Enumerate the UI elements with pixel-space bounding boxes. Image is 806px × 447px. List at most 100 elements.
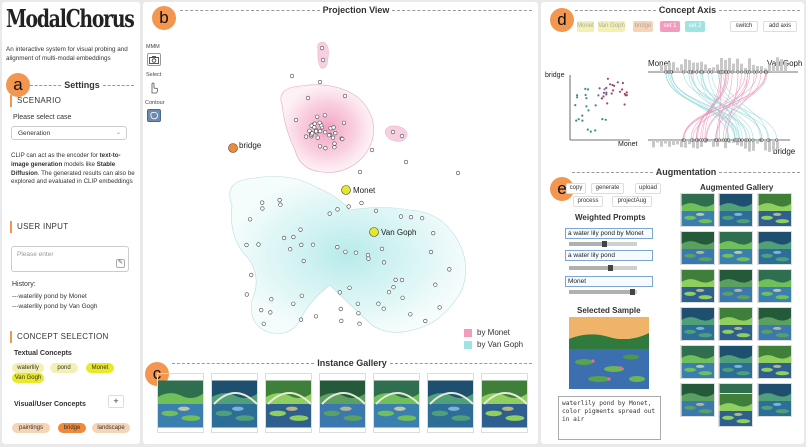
prompt-weight-slider[interactable] [569, 265, 637, 271]
prompt-weight-slider[interactable] [569, 241, 637, 247]
data-point [269, 297, 274, 302]
upload-button[interactable]: upload [635, 183, 661, 194]
augmented-thumbnail[interactable] [718, 307, 753, 341]
concept-chip-bridge[interactable]: bridge [58, 423, 86, 433]
data-point [310, 242, 316, 247]
concept-chip-vangogh[interactable]: Van Gogh [12, 373, 44, 383]
concept-chip-waterlily[interactable]: waterlily [12, 363, 44, 373]
gallery-thumbnail[interactable] [265, 373, 312, 433]
prompt-field[interactable]: a water lily pond by Monet [565, 228, 653, 239]
axis-chip-set1[interactable]: set 1 [660, 21, 680, 32]
contour-icon[interactable] [147, 109, 161, 122]
legend-swatch-vangogh [464, 340, 472, 349]
caption-output[interactable]: waterlily pond by Monet, color pigments … [558, 396, 661, 440]
augmented-thumbnail[interactable] [757, 269, 792, 303]
data-point [317, 79, 323, 85]
augmented-thumbnail[interactable] [718, 393, 753, 427]
augmented-thumbnail[interactable] [680, 345, 715, 379]
gallery-thumbnail[interactable] [319, 373, 366, 433]
monet-marker[interactable] [341, 185, 351, 195]
gallery-thumbnail[interactable] [427, 373, 474, 433]
switch-button[interactable]: switch [730, 21, 758, 32]
data-point [327, 133, 332, 138]
data-point [403, 159, 409, 165]
edit-icon[interactable]: ✎ [116, 259, 125, 268]
vangogh-label: Van Goph [381, 228, 416, 237]
selected-sample-image[interactable] [569, 317, 649, 389]
data-point [428, 249, 434, 255]
augmented-thumbnail[interactable] [757, 231, 792, 265]
data-point [376, 301, 381, 306]
axis-chip-monet[interactable]: Monet [577, 21, 594, 32]
slider-knob[interactable] [630, 289, 635, 295]
data-point [408, 312, 413, 317]
data-point [341, 120, 347, 125]
data-point [333, 131, 338, 136]
gallery-thumbnail[interactable] [157, 373, 204, 433]
augmented-thumbnail[interactable] [757, 345, 792, 379]
data-point [249, 272, 254, 278]
data-point [343, 249, 348, 254]
history-item[interactable]: ---waterlily pond by Van Gogh [12, 303, 98, 310]
augmented-thumbnail[interactable] [757, 307, 792, 341]
augmented-thumbnail[interactable] [757, 383, 792, 417]
data-point [335, 207, 340, 212]
data-point [244, 292, 249, 297]
concept-chip-monet[interactable]: Monet [86, 363, 114, 373]
data-point [298, 227, 303, 232]
concept-chip-landscape[interactable]: landscape [92, 423, 130, 433]
augmented-thumbnail[interactable] [718, 193, 753, 227]
axis-chip-vangogh[interactable]: Van Goph [598, 21, 625, 32]
add-concept-button[interactable]: + [108, 395, 124, 408]
data-point [408, 215, 414, 220]
data-point [313, 314, 319, 319]
slider-knob[interactable] [608, 265, 613, 271]
prompt-input[interactable]: Please enter ✎ [11, 246, 129, 272]
case-select[interactable]: Generation ⌄ [11, 126, 127, 140]
hand-pointer-icon[interactable] [147, 81, 161, 94]
data-point [291, 234, 296, 240]
slider-knob[interactable] [602, 241, 607, 247]
augmented-thumbnail[interactable] [680, 307, 715, 341]
augmented-thumbnail[interactable] [680, 231, 715, 265]
concept-chip-pond[interactable]: pond [50, 363, 78, 373]
history-item[interactable]: ---waterlily pond by Monet [12, 293, 87, 300]
add-axis-button[interactable]: add axis [763, 21, 797, 32]
data-point [260, 200, 265, 205]
prompt-field[interactable]: Monet [565, 276, 653, 287]
camera-icon[interactable] [147, 53, 161, 66]
prompt-weight-slider[interactable] [569, 289, 637, 295]
vangogh-marker[interactable] [369, 227, 379, 237]
process-button[interactable]: process [573, 196, 603, 207]
augmented-thumbnail[interactable] [680, 383, 715, 417]
copy-button[interactable]: copy [566, 183, 586, 194]
data-point [433, 282, 438, 287]
augmented-gallery-label: Augmented Gallery [700, 183, 774, 192]
concept-chip-paintings[interactable]: paintings [12, 423, 50, 433]
data-point [293, 117, 299, 123]
data-point [346, 204, 351, 209]
gallery-thumbnail[interactable] [481, 373, 528, 433]
generate-button[interactable]: generate [591, 183, 624, 194]
axis-chip-set2[interactable]: set 2 [685, 21, 705, 32]
concept-selection-title: CONCEPT SELECTION [10, 331, 109, 343]
axis-chip-bridge[interactable]: bridge [633, 21, 653, 32]
augmented-thumbnail[interactable] [680, 193, 715, 227]
project-aug-button[interactable]: projectAug [612, 196, 652, 207]
bridge-marker[interactable] [228, 143, 238, 153]
data-point [381, 260, 387, 265]
gallery-thumbnail[interactable] [211, 373, 258, 433]
augmented-thumbnail[interactable] [680, 269, 715, 303]
gallery-thumbnail[interactable] [373, 373, 420, 433]
augmented-thumbnail[interactable] [718, 231, 753, 265]
select-case-label: Please select case [13, 114, 72, 121]
augmented-thumbnail[interactable] [757, 193, 792, 227]
augmented-thumbnail[interactable] [718, 269, 753, 303]
prompt-field[interactable]: a water lily pond [565, 250, 653, 261]
data-point [312, 125, 317, 130]
augmented-thumbnail[interactable] [718, 345, 753, 379]
projection-plot[interactable]: bridge Monet Van Goph [0, 0, 540, 360]
badge-a: a [6, 73, 30, 97]
legend-vangogh: by Van Goph [464, 340, 523, 349]
data-point [327, 211, 332, 216]
